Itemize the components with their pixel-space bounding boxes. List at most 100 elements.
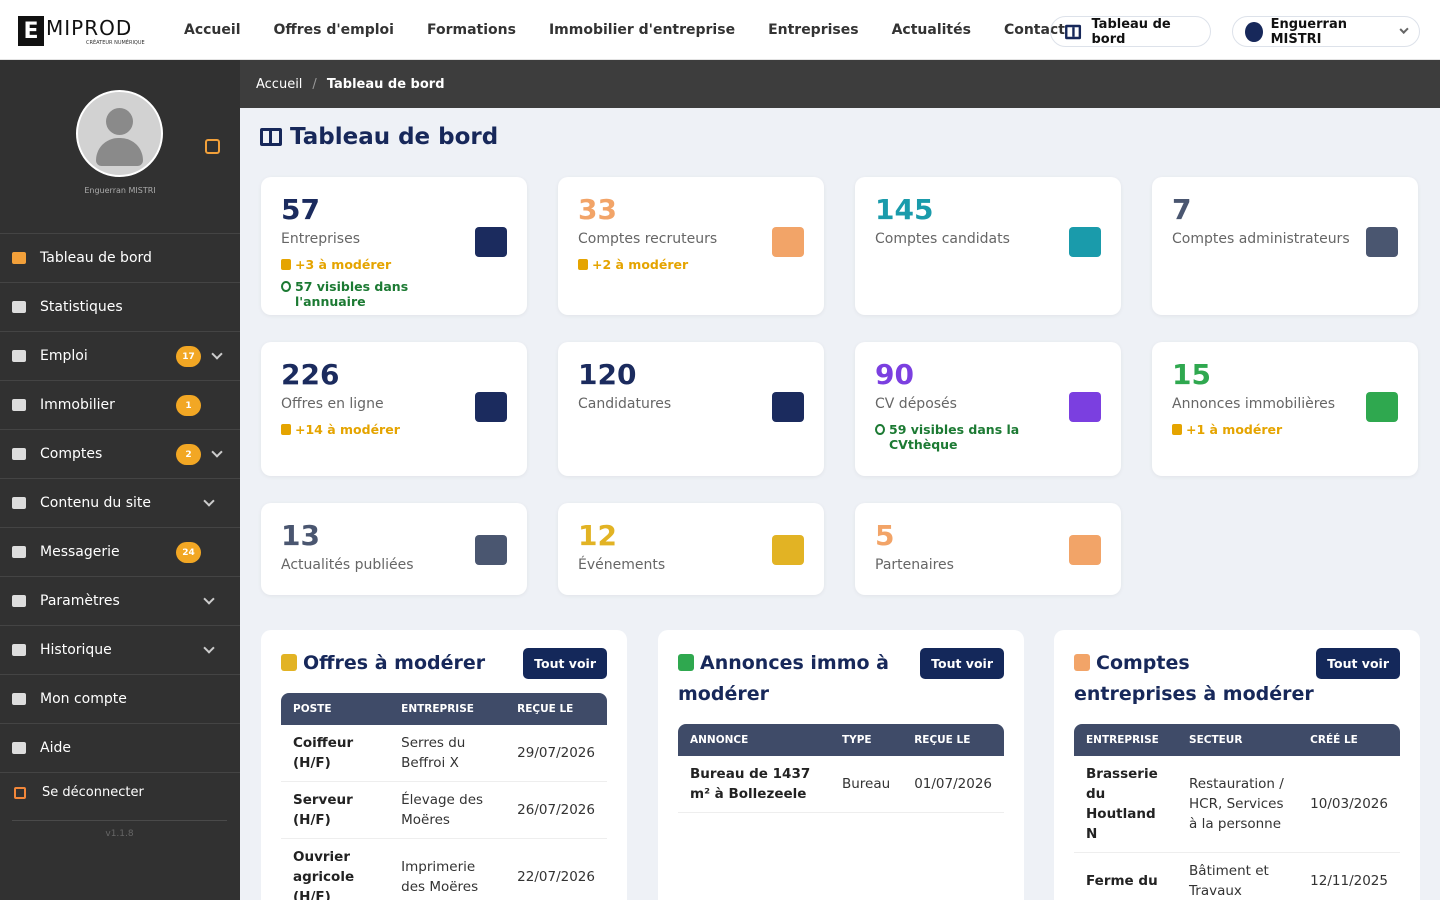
menu-item[interactable]: Messagerie 24 [0, 527, 240, 576]
column-header: ENTREPRISE [1074, 724, 1178, 756]
stat-label: Candidatures [578, 396, 672, 412]
panel-title-text: Offres à modérer [303, 652, 486, 674]
panel-table: POSTE ENTREPRISE REÇUE LE Coiffeur (H/F) Ser… [281, 693, 607, 900]
stat-value: 120 [578, 358, 637, 391]
table-row[interactable]: Coiffeur (H/F) Serres du Beffroi X 29/07/2… [281, 725, 607, 782]
table-header: POSTE ENTREPRISE REÇUE LE [281, 693, 607, 725]
logo-tagline: CRÉATEUR NUMÉRIQUE [86, 40, 145, 46]
logo-letter: E [18, 16, 44, 46]
table-row[interactable]: Ouvrier agricole (H/F) Imprimerie des Moë… [281, 838, 607, 900]
user-menu[interactable]: Enguerran MISTRI [1232, 16, 1420, 47]
table-cell: 29/07/2026 [505, 725, 607, 782]
breadcrumb-separator: / [312, 76, 317, 92]
menu-label: Paramètres [40, 593, 120, 609]
panel-header: Annonces immo à modérer Tout voir [678, 648, 1004, 710]
stat-card[interactable]: 13 Actualités publiées [261, 503, 527, 595]
menu: Tableau de bord Statistiques Emploi 17 Immob… [0, 233, 240, 772]
stat-card[interactable]: 7 Comptes administrateurs [1152, 177, 1418, 315]
stat-card[interactable]: 15 Annonces immobilières +1 à modérer [1152, 342, 1418, 476]
nav-link[interactable]: Entreprises [768, 22, 859, 38]
stat-icon [1366, 392, 1398, 422]
table-cell: 26/07/2026 [505, 781, 607, 839]
menu-item[interactable]: Immobilier 1 [0, 380, 240, 429]
menu-item[interactable]: Aide [0, 723, 240, 772]
menu-chevron [211, 446, 223, 458]
stat-label: CV déposés [875, 396, 957, 412]
menu-item[interactable]: Historique [0, 625, 240, 674]
stat-value: 13 [281, 519, 320, 552]
stat-icon [772, 392, 804, 422]
column-header: CRÉÉ LE [1298, 724, 1400, 756]
table-row[interactable]: Ferme du Bâtiment et Travaux 12/11/2025 [1074, 852, 1400, 900]
stat-label: Événements [578, 557, 666, 573]
stat-card[interactable]: 5 Partenaires [855, 503, 1121, 595]
logout[interactable]: Se déconnecter [0, 772, 240, 812]
menu-item[interactable]: Comptes 2 [0, 429, 240, 478]
menu-icon [12, 742, 26, 754]
panel-header: Comptes entreprises à modérer Tout voir [1074, 648, 1400, 710]
panel-title-text: Annonces immo à modérer [678, 652, 890, 705]
see-all-button[interactable]: Tout voir [920, 648, 1004, 679]
stat-card[interactable]: 226 Offres en ligne +14 à modérer [261, 342, 527, 476]
table-row[interactable]: Bureau de 1437 m² à Bollezeele Bureau 01/0… [678, 756, 1004, 813]
menu-icon [12, 693, 26, 705]
menu-item[interactable]: Emploi 17 [0, 331, 240, 380]
version: v1.1.8 [12, 820, 227, 839]
column-header: ENTREPRISE [389, 693, 506, 725]
see-all-button[interactable]: Tout voir [1316, 648, 1400, 679]
dashboard-button[interactable]: Tableau de bord [1050, 16, 1211, 47]
note-text: +2 à modérer [592, 257, 689, 272]
menu-item[interactable]: Paramètres [0, 576, 240, 625]
menu-icon [12, 644, 26, 656]
note-icon [281, 424, 291, 435]
panel-title-text: Comptes entreprises à modérer [1074, 652, 1314, 705]
nav-link[interactable]: Immobilier d'entreprise [548, 22, 736, 38]
nav-link[interactable]: Offres d'emploi [273, 22, 394, 38]
see-all-button[interactable]: Tout voir [523, 648, 607, 679]
note-icon [281, 259, 291, 270]
moderation-panel: Annonces immo à modérer Tout voir ANNONCE T… [658, 630, 1024, 900]
stat-card[interactable]: 120 Candidatures [558, 342, 824, 476]
nav-link[interactable]: Actualités [891, 22, 971, 38]
nav-link[interactable]: Contact [1003, 22, 1065, 38]
collapse-button[interactable] [205, 139, 220, 154]
menu-item[interactable]: Mon compte [0, 674, 240, 723]
menu-item[interactable]: Statistiques [0, 282, 240, 331]
menu-item[interactable]: Contenu du site [0, 478, 240, 527]
stat-value: 90 [875, 358, 914, 391]
stat-value: 33 [578, 193, 617, 226]
dashboard-button-label: Tableau de bord [1091, 16, 1171, 47]
table-row[interactable]: Serveur (H/F) Élevage des Moëres 26/07/202… [281, 781, 607, 839]
stat-card[interactable]: 57 Entreprises +3 à modérer 57 visibles dan… [261, 177, 527, 315]
nav-link[interactable]: Accueil [184, 22, 241, 38]
note-text: 57 visibles dans l'annuaire [295, 279, 409, 309]
table-cell: Bureau [829, 756, 903, 813]
moderation-panel: Comptes entreprises à modérer Tout voir EN… [1054, 630, 1420, 900]
stat-label: Comptes administrateurs [1172, 231, 1350, 247]
table-cell: 12/11/2025 [1298, 852, 1400, 900]
panel-icon [281, 654, 297, 671]
logo[interactable]: E MIPROD CRÉATEUR NUMÉRIQUE [18, 16, 145, 46]
stat-value: 226 [281, 358, 340, 391]
nav-link[interactable]: Formations [426, 22, 516, 38]
panel-header: Offres à modérer Tout voir [281, 648, 607, 679]
stat-card[interactable]: 145 Comptes candidats [855, 177, 1121, 315]
menu-item[interactable]: Tableau de bord [0, 233, 240, 282]
page-title: Tableau de bord [260, 124, 498, 150]
table-row[interactable]: Brasserie du Houtland N Restauration / HC… [1074, 756, 1400, 853]
stat-card[interactable]: 90 CV déposés 59 visibles dans la CVthèque [855, 342, 1121, 476]
menu-label: Historique [40, 642, 112, 658]
note-icon [875, 424, 885, 435]
breadcrumb-item[interactable]: Accueil [256, 76, 303, 92]
nav: Accueil Offres d'emploi Formations Immobili… [184, 0, 1065, 60]
menu-chevron [203, 642, 215, 654]
stat-note: +14 à modérer [281, 422, 441, 437]
stat-card[interactable]: 33 Comptes recruteurs +2 à modérer [558, 177, 824, 315]
menu-chevron [211, 348, 223, 360]
sidebar: Enguerran MISTRI Tableau de bord Statisti… [0, 60, 240, 900]
stat-card[interactable]: 12 Événements [558, 503, 824, 595]
panel-title: Annonces immo à modérer [678, 648, 920, 710]
menu-chevron [203, 495, 215, 507]
menu-label: Aide [40, 740, 71, 756]
table-cell: 22/07/2026 [505, 838, 607, 900]
